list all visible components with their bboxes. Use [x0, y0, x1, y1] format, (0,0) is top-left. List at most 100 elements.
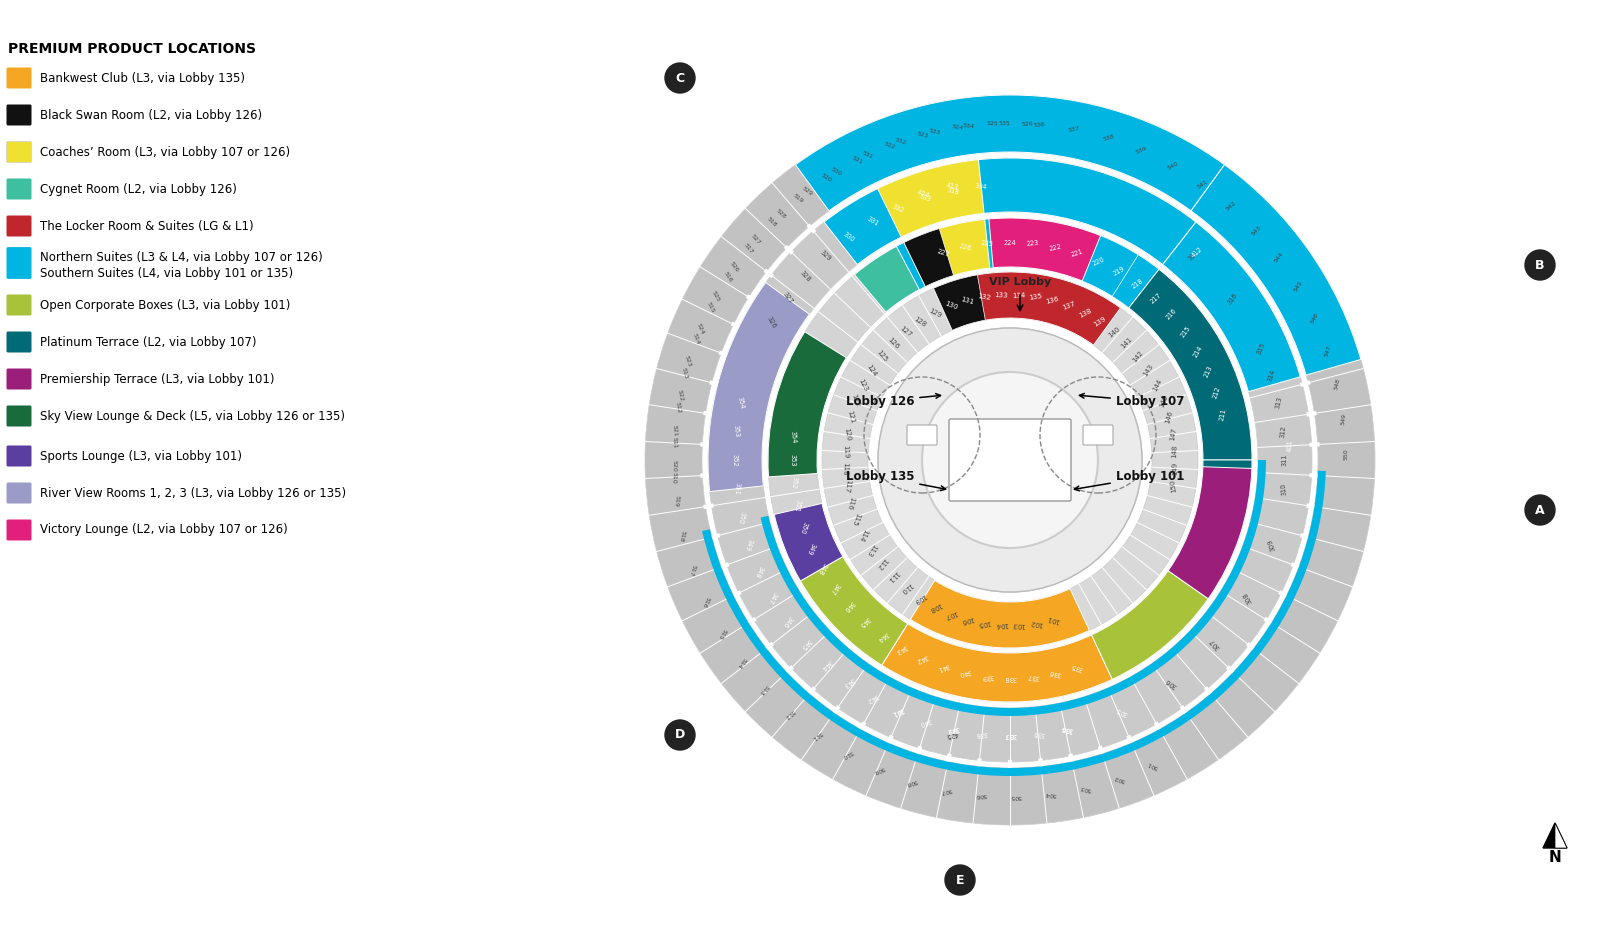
Wedge shape [1082, 236, 1138, 297]
Text: 507: 507 [939, 787, 952, 793]
Text: 225: 225 [981, 240, 994, 247]
Text: 424: 424 [917, 189, 931, 198]
Text: Bankwest Club (L3, via Lobby 135): Bankwest Club (L3, via Lobby 135) [40, 71, 245, 84]
Text: 512: 512 [674, 401, 682, 413]
Text: 115: 115 [851, 512, 861, 526]
Text: Lobby 107: Lobby 107 [1080, 393, 1184, 408]
Text: 307: 307 [1208, 637, 1221, 650]
Text: 141: 141 [1120, 337, 1133, 350]
Wedge shape [774, 503, 843, 581]
Text: 537: 537 [1067, 126, 1080, 134]
Text: 221: 221 [1070, 248, 1085, 258]
Circle shape [1525, 495, 1555, 525]
Text: 534: 534 [963, 123, 974, 129]
Text: 413: 413 [946, 182, 958, 191]
Text: 302: 302 [946, 724, 960, 733]
Wedge shape [1190, 165, 1362, 375]
Text: 130: 130 [944, 301, 958, 311]
Text: 529: 529 [802, 186, 814, 197]
Text: River View Rooms 1, 2, 3 (L3, via Lobby 126 or 135): River View Rooms 1, 2, 3 (L3, via Lobby … [40, 486, 346, 500]
Text: 514: 514 [736, 656, 747, 668]
Text: 142: 142 [1131, 349, 1144, 363]
Text: 134: 134 [1011, 292, 1026, 299]
Text: 314: 314 [1267, 368, 1277, 382]
Text: 128: 128 [914, 316, 928, 328]
Text: 212: 212 [1213, 386, 1222, 400]
Text: PREMIUM PRODUCT LOCATIONS: PREMIUM PRODUCT LOCATIONS [8, 42, 256, 56]
Text: 543: 543 [1250, 225, 1262, 237]
Text: 538: 538 [1102, 134, 1115, 142]
FancyBboxPatch shape [6, 446, 32, 466]
Text: 521: 521 [851, 155, 864, 165]
Wedge shape [824, 158, 1195, 264]
Text: 339: 339 [946, 725, 960, 733]
Text: B: B [1536, 259, 1544, 271]
Polygon shape [1542, 823, 1566, 848]
Text: 217: 217 [1149, 292, 1162, 305]
Wedge shape [910, 580, 1090, 648]
Text: 327: 327 [781, 291, 794, 305]
Text: 127: 127 [899, 325, 914, 338]
Text: 335: 335 [1061, 725, 1074, 733]
Text: 337: 337 [1003, 732, 1016, 738]
Text: 227: 227 [936, 248, 950, 258]
FancyBboxPatch shape [1083, 425, 1114, 445]
Text: 110: 110 [899, 582, 914, 594]
Wedge shape [1091, 571, 1208, 680]
Wedge shape [989, 218, 1101, 281]
Circle shape [946, 865, 974, 895]
Text: 539: 539 [1134, 146, 1147, 155]
Text: 328: 328 [798, 269, 813, 283]
Text: Sports Lounge (L3, via Lobby 101): Sports Lounge (L3, via Lobby 101) [40, 449, 242, 463]
Text: 351: 351 [794, 499, 802, 512]
Circle shape [1525, 250, 1555, 280]
Wedge shape [904, 219, 990, 286]
Polygon shape [1555, 823, 1566, 848]
Text: 129: 129 [928, 307, 942, 319]
Text: 532: 532 [894, 137, 907, 146]
Text: 338: 338 [974, 730, 987, 738]
FancyBboxPatch shape [6, 247, 32, 279]
Text: 545: 545 [1293, 281, 1304, 293]
Wedge shape [707, 158, 1312, 762]
Text: 348: 348 [754, 565, 765, 579]
Text: 109: 109 [914, 592, 928, 605]
Text: 518: 518 [766, 216, 778, 228]
Text: 517: 517 [742, 242, 754, 254]
Wedge shape [1197, 460, 1251, 522]
Text: 530: 530 [830, 167, 843, 176]
FancyBboxPatch shape [6, 520, 32, 540]
Wedge shape [795, 95, 1224, 210]
Text: 337: 337 [1026, 673, 1040, 680]
Text: 118: 118 [842, 462, 848, 476]
Text: 146: 146 [1165, 410, 1174, 425]
Text: 222: 222 [1048, 243, 1062, 251]
Wedge shape [854, 246, 920, 312]
Text: 306: 306 [1165, 676, 1179, 688]
Text: 131: 131 [960, 296, 974, 305]
Text: 148: 148 [1171, 445, 1178, 458]
Text: 510: 510 [670, 472, 677, 483]
Text: 105: 105 [978, 619, 992, 627]
Text: Cygnet Room (L2, via Lobby 126): Cygnet Room (L2, via Lobby 126) [40, 183, 237, 195]
Text: 218: 218 [1131, 278, 1144, 290]
Text: 305: 305 [1115, 706, 1130, 717]
Wedge shape [882, 624, 1112, 702]
Text: 126: 126 [886, 337, 901, 350]
Text: 544: 544 [1274, 251, 1285, 264]
Text: 326: 326 [766, 316, 778, 330]
Text: 339: 339 [981, 673, 994, 680]
Text: 137: 137 [1062, 301, 1077, 311]
Text: 524: 524 [950, 124, 963, 131]
Text: 512: 512 [782, 708, 795, 720]
FancyBboxPatch shape [6, 369, 32, 390]
Text: 112: 112 [875, 556, 888, 571]
Text: 349: 349 [744, 538, 754, 552]
Text: 113: 113 [866, 542, 878, 557]
Text: Lobby 101: Lobby 101 [1075, 470, 1184, 491]
FancyBboxPatch shape [6, 406, 32, 427]
Text: 525: 525 [710, 290, 720, 303]
Text: 114: 114 [858, 528, 869, 542]
Text: 520: 520 [670, 460, 677, 472]
Text: Premiership Terrace (L3, via Lobby 101): Premiership Terrace (L3, via Lobby 101) [40, 373, 275, 386]
